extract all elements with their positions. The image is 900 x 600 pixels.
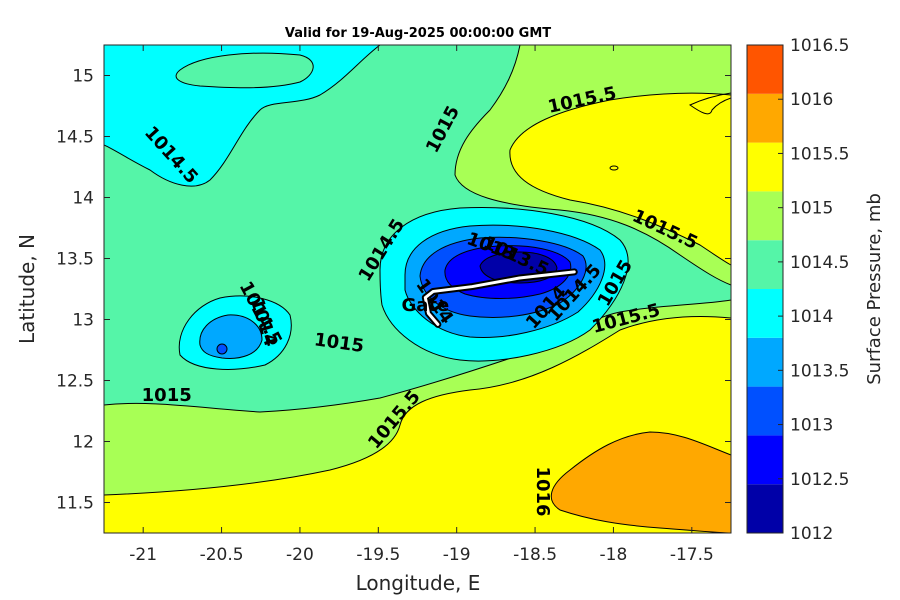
track-line [423, 270, 576, 326]
plot-frame [103, 44, 732, 534]
colorbar-swatch [747, 93, 783, 143]
colorbar-swatch [747, 240, 783, 289]
colorbar-tick-label: 1014.5 [790, 253, 849, 273]
contour-line-small-ring [609, 165, 619, 171]
colorbar: 1012 1012.5 1013 1013.5 1014 1014.5 1015 1015.5… [746, 36, 849, 544]
x-tick-label: -19 [443, 545, 471, 565]
band-1015-5-northeast [509, 92, 731, 266]
colorbar-swatch [747, 435, 783, 485]
band-1014-northwest [104, 45, 381, 187]
chart-title: Valid for 19-Aug-2025 00:00:00 GMT [285, 26, 551, 41]
band-1016-southeast [550, 431, 731, 533]
contour-label: 1016 [532, 466, 553, 516]
x-tick-label: -19.5 [356, 545, 400, 565]
colorbar-tick-label: 1015.5 [790, 144, 849, 164]
colorbar-swatch [747, 191, 783, 241]
colorbar-swatch [747, 142, 783, 192]
colorbar-tick-label: 1012.5 [790, 470, 849, 490]
track-label: Gate [401, 295, 449, 316]
y-tick-label: 13.5 [56, 250, 94, 270]
colorbar-tick-label: 1016 [790, 90, 833, 110]
colorbar-swatch [747, 484, 783, 533]
storm-track: Gate [401, 268, 578, 328]
colorbar-tick-label: 1013.5 [790, 361, 849, 381]
x-axis-ticks: -21 -20.5 -20 -19.5 -19 -18.5 -18 -17.5 [129, 45, 714, 565]
y-tick-label: 14 [72, 189, 94, 209]
colorbar-swatch [747, 337, 783, 387]
x-tick-label: -20 [286, 545, 314, 565]
x-tick-label: -17.5 [670, 545, 714, 565]
x-axis-label: Longitude, E [356, 571, 481, 595]
colorbar-tick-label: 1012 [790, 524, 833, 544]
colorbar-tick-label: 1013 [790, 416, 833, 436]
colorbar-tick-label: 1015 [790, 199, 833, 219]
y-tick-label: 15 [72, 67, 94, 87]
colorbar-tick-label: 1014 [790, 307, 833, 327]
colorbar-swatch [747, 289, 783, 338]
y-tick-label: 13 [72, 311, 94, 331]
x-tick-label: -21 [129, 545, 157, 565]
band-1014-5-island [175, 52, 314, 89]
colorbar-label: Surface Pressure, mb [864, 193, 885, 385]
band-1013-west-low [216, 343, 228, 355]
y-axis-label: Latitude, N [15, 234, 39, 344]
colorbar-swatch [747, 386, 783, 436]
contour-label: 1015 [142, 385, 192, 406]
contour-line-small-feature-ne [689, 92, 731, 115]
colorbar-frame [746, 44, 784, 534]
x-tick-label: -18.5 [513, 545, 557, 565]
x-tick-label: -20.5 [200, 545, 244, 565]
y-tick-label: 11.5 [56, 494, 94, 514]
y-tick-label: 12 [72, 433, 94, 453]
y-axis-ticks: 11.5 12 12.5 13 13.5 14 14.5 15 [56, 67, 731, 514]
x-tick-label: -18 [600, 545, 628, 565]
y-tick-label: 12.5 [56, 372, 94, 392]
band-1013-5-west-low [199, 314, 263, 359]
colorbar-tick-label: 1016.5 [790, 36, 849, 56]
y-tick-label: 14.5 [56, 128, 94, 148]
colorbar-swatch [747, 45, 783, 94]
